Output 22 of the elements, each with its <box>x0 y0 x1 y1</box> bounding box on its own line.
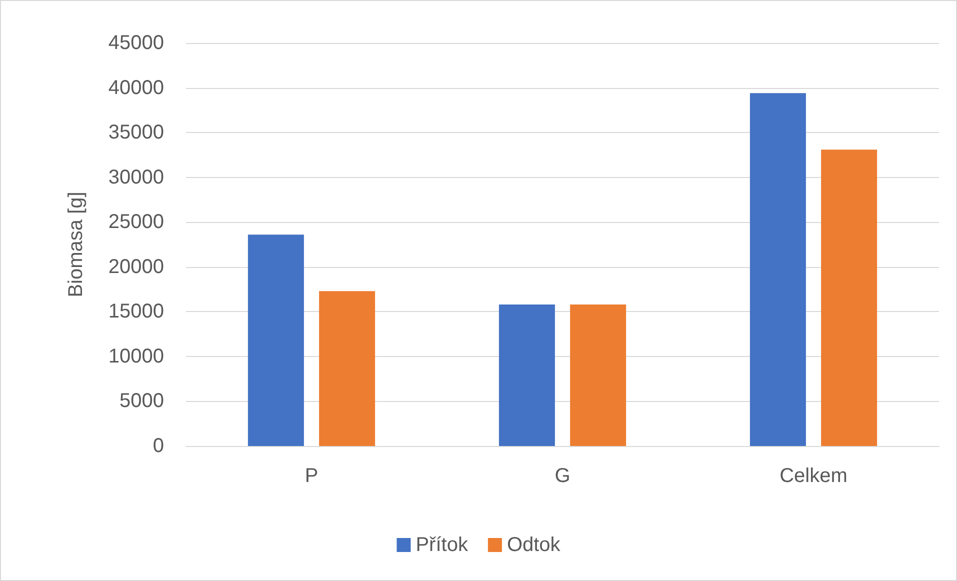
y-tick-label: 35000 <box>108 122 164 144</box>
legend-label: Odtok <box>506 534 562 556</box>
y-tick-label: 15000 <box>108 300 164 323</box>
y-tick-label: 20000 <box>108 256 164 278</box>
y-tick-label: 45000 <box>108 32 164 54</box>
y-tick-label: 40000 <box>108 76 164 99</box>
bar <box>319 291 376 446</box>
y-tick-label: 0 <box>152 435 164 457</box>
bar <box>750 93 806 446</box>
bar <box>248 234 304 446</box>
x-tick-label: Celkem <box>780 465 848 487</box>
y-tick-label: 5000 <box>120 390 164 412</box>
legend-label: Přítok <box>416 534 469 556</box>
x-tick-label: P <box>304 465 318 487</box>
bar <box>821 150 878 446</box>
bar <box>570 304 626 446</box>
x-tick-label: G <box>554 465 570 487</box>
bar <box>498 304 555 446</box>
y-tick-label: 30000 <box>108 166 164 188</box>
y-tick-label: 25000 <box>108 211 164 234</box>
y-axis-title: Biomasa [g] <box>65 192 87 298</box>
y-tick-label: 10000 <box>108 345 164 368</box>
